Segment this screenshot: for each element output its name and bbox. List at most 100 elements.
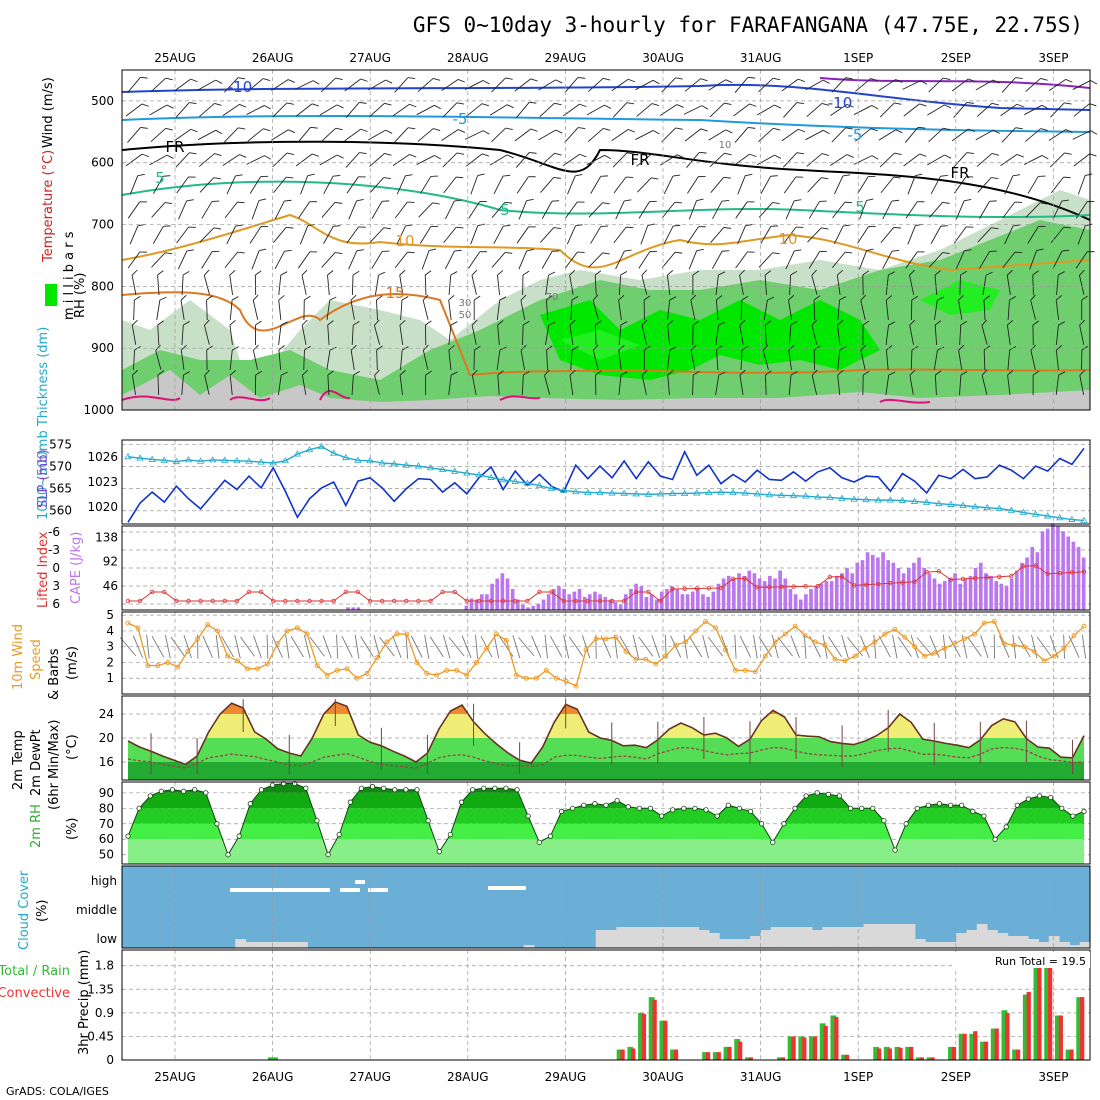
barb-shaft	[199, 177, 215, 193]
wind-barb	[1006, 269, 1013, 295]
barb-flag	[278, 345, 285, 351]
barb-flag	[811, 319, 818, 326]
barb-flag	[944, 154, 952, 159]
wind-barb	[789, 270, 798, 296]
wind-barb	[497, 320, 504, 346]
barb-shaft	[588, 202, 603, 218]
wind-barb	[399, 319, 406, 345]
barb-shaft	[806, 153, 823, 167]
barb-shaft	[782, 152, 798, 168]
wind-barb	[756, 154, 782, 166]
barb-shaft	[763, 300, 768, 320]
wind-barb	[1052, 249, 1070, 270]
precip-total-bar	[787, 1036, 794, 1060]
lifted-index-point	[210, 598, 215, 604]
barb-flag	[189, 152, 197, 155]
barb-flag	[577, 77, 586, 79]
rh-point	[447, 832, 453, 838]
barb-shaft	[1079, 325, 1085, 345]
thickness-point	[826, 493, 834, 500]
wind-barb	[836, 269, 843, 295]
wind10m-barb	[581, 635, 591, 659]
wind10m-barb	[563, 634, 570, 659]
cape-bar	[356, 607, 361, 610]
temperature-label: Temperature (°C)	[41, 150, 56, 263]
barb-flag	[456, 226, 464, 229]
precip-total-bar	[905, 1046, 912, 1060]
barb-flag	[456, 176, 464, 179]
wind-barb	[252, 294, 259, 320]
barb-flag	[482, 80, 490, 85]
lifted-index-point	[258, 589, 264, 595]
wind-barb	[198, 153, 222, 167]
wind-barb	[734, 76, 756, 93]
cape-bar	[953, 573, 957, 610]
barb-shaft	[448, 274, 452, 296]
barb-shaft	[153, 176, 164, 194]
barb-shaft	[149, 154, 168, 166]
wind-barb	[756, 104, 782, 116]
barb-shaft	[618, 350, 622, 370]
wind-barb	[1007, 370, 1014, 395]
wind10m-barb	[632, 634, 640, 659]
wind-barb	[880, 176, 901, 194]
wind-barb	[740, 295, 749, 321]
barb-shaft	[197, 79, 216, 91]
date-label-bottom: 26AUG	[252, 1070, 294, 1084]
wind-barb	[351, 371, 360, 396]
cape-bar	[515, 599, 520, 610]
wind-barb	[350, 344, 357, 370]
contour-minus15	[819, 77, 1091, 89]
barb-shaft	[837, 299, 841, 321]
precip-conv-bar	[983, 1041, 989, 1060]
thickness-point	[378, 459, 386, 466]
wind10m-barb	[549, 635, 563, 658]
contour-label: 70	[546, 292, 559, 303]
wind10m-point	[1021, 644, 1027, 650]
barb-shaft	[739, 375, 744, 395]
barb-shaft	[587, 128, 604, 142]
barb-flag	[401, 296, 409, 301]
barb-flag	[592, 344, 599, 351]
barb-shaft	[493, 175, 504, 195]
wind10m-barb	[132, 635, 144, 658]
rh-bands	[128, 783, 1084, 864]
barb-flag	[579, 153, 587, 158]
barb-shaft	[285, 634, 290, 659]
barb-shaft	[564, 127, 579, 143]
wind-barb	[641, 319, 648, 345]
barb-flag	[190, 128, 198, 133]
precip-total-bar	[873, 1046, 880, 1060]
cape-bar	[495, 578, 500, 610]
barb-shaft	[837, 375, 841, 395]
wind10m-point	[573, 683, 579, 689]
wind-barb	[783, 176, 804, 194]
barb-flag	[159, 296, 167, 301]
barb-flag	[909, 319, 916, 326]
barb-flag	[1087, 201, 1095, 203]
barb-shaft	[903, 153, 920, 167]
cape-bar	[819, 583, 824, 610]
wind-barb	[666, 270, 674, 295]
barb-shaft	[667, 325, 671, 345]
barb-shaft	[272, 102, 288, 118]
barb-shaft	[1007, 349, 1011, 371]
barb-shaft	[735, 201, 748, 219]
cloud-low-bar	[956, 933, 967, 948]
wind-barb	[247, 78, 271, 92]
barb-shaft	[841, 635, 849, 659]
wind-barb	[351, 270, 360, 296]
barb-flag	[724, 102, 732, 106]
barb-flag	[940, 175, 948, 177]
thickness-point	[705, 488, 713, 496]
barb-flag	[981, 369, 988, 376]
barb-shaft	[803, 634, 807, 659]
barb-shaft	[466, 153, 483, 167]
lifted-index-point	[271, 598, 276, 604]
wind-barb	[1002, 201, 1023, 219]
wind-tick: 4	[106, 624, 114, 638]
barb-flag	[166, 154, 174, 159]
wind-barb	[303, 295, 311, 321]
wind-barb	[1073, 103, 1097, 117]
barb-shaft	[564, 77, 579, 93]
